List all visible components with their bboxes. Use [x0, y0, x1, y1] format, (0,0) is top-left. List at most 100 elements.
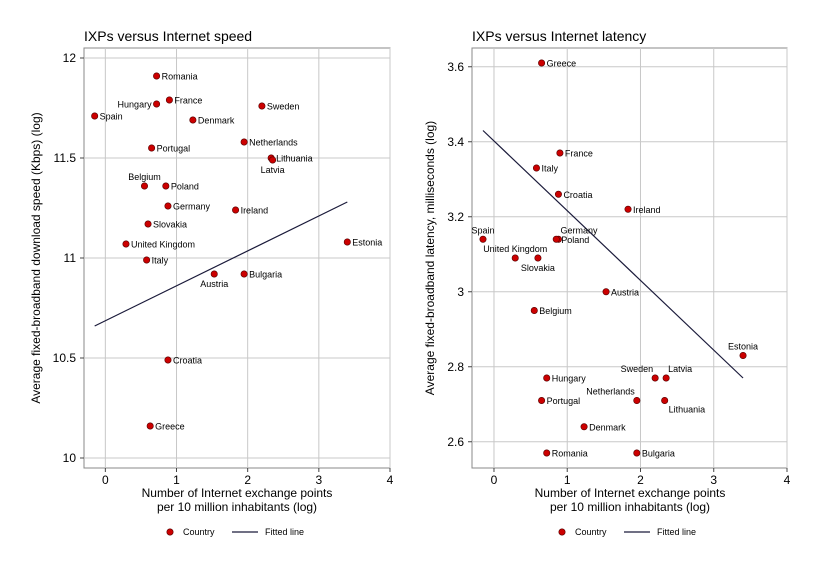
x-tick-label: 1	[173, 473, 180, 487]
fitted-line	[482, 130, 744, 379]
data-point	[240, 138, 248, 146]
data-point	[661, 396, 669, 404]
x-tick-label: 3	[710, 473, 717, 487]
data-points: Greece France Italy Croatia Ireland Spain Germ…	[471, 59, 758, 459]
data-point	[633, 396, 641, 404]
data-point	[602, 288, 610, 296]
data-point	[153, 72, 161, 80]
data-point	[633, 449, 641, 457]
point-label: Denmark	[198, 116, 235, 126]
point-label: France	[174, 96, 202, 106]
data-point	[240, 270, 248, 278]
data-point	[580, 423, 588, 431]
point-label: Netherlands	[249, 138, 298, 148]
x-axis-label-line-1: Number of Internet exchange points	[142, 486, 333, 500]
data-point	[164, 356, 172, 364]
data-point	[164, 202, 172, 210]
point-label: Lithuania	[669, 405, 706, 415]
data-point	[554, 190, 562, 198]
y-axis-label: Average fixed-broadband download speed (…	[29, 112, 43, 403]
data-point	[269, 156, 277, 164]
chart-title: IXPs versus Internet latency	[472, 28, 646, 44]
data-point	[552, 235, 560, 243]
y-tick-label: 12	[63, 51, 77, 65]
x-tick-label: 0	[102, 473, 109, 487]
x-tick-label: 4	[784, 473, 791, 487]
legend-marker-country	[166, 528, 174, 536]
data-point	[148, 144, 156, 152]
plot-area	[471, 47, 788, 469]
data-point	[210, 270, 218, 278]
data-point	[143, 256, 151, 264]
x-axis-label-line-2: per 10 million inhabitants (log)	[157, 500, 317, 514]
data-point	[532, 164, 540, 172]
data-point	[538, 59, 546, 67]
y-tick-label: 10.5	[53, 351, 77, 365]
legend-label-country: Country	[575, 527, 607, 537]
data-point	[162, 182, 170, 190]
legend: Country Fitted line	[166, 527, 304, 537]
y-tick-label: 3	[457, 285, 464, 299]
point-label: Croatia	[173, 356, 202, 366]
data-point	[91, 112, 99, 120]
point-label: Estonia	[352, 238, 382, 248]
x-tick-label: 0	[491, 473, 498, 487]
data-point	[543, 449, 551, 457]
chart-title: IXPs versus Internet speed	[84, 28, 252, 44]
point-label: Slovakia	[521, 263, 555, 273]
gridlines	[468, 48, 788, 472]
x-axis-label-line-1: Number of Internet exchange points	[535, 486, 726, 500]
data-point	[153, 100, 161, 108]
legend: Country Fitted line	[558, 527, 696, 537]
x-axis-label-line-2: per 10 million inhabitants (log)	[550, 500, 710, 514]
y-tick-label: 3.4	[447, 135, 464, 149]
point-label: Bulgaria	[249, 270, 282, 280]
point-label: Ireland	[241, 206, 269, 216]
point-label: Greece	[547, 59, 577, 69]
y-tick-label: 3.6	[447, 60, 464, 74]
data-point	[543, 374, 551, 382]
point-label: Germany	[173, 202, 211, 212]
data-point	[146, 422, 154, 430]
data-point	[530, 306, 538, 314]
point-label: Denmark	[589, 422, 626, 432]
point-label: Austria	[200, 279, 228, 289]
data-point	[534, 254, 542, 262]
y-tick-label: 10	[63, 451, 77, 465]
data-point	[511, 254, 519, 262]
point-label: Portugal	[547, 396, 581, 406]
x-tick-label: 1	[564, 473, 571, 487]
x-tick-label: 2	[637, 473, 644, 487]
y-axis-label: Average fixed-broadband latency, millise…	[423, 121, 437, 395]
fitted-line	[94, 201, 348, 327]
x-tick-label: 3	[315, 473, 322, 487]
data-point	[189, 116, 197, 124]
point-label: United Kingdom	[131, 240, 195, 250]
y-tick-label: 11.5	[54, 151, 77, 165]
data-points: Romania Hungary France Spain Denmark Sweden Ne…	[91, 72, 382, 432]
point-label: Spain	[100, 112, 123, 122]
point-label: Poland	[561, 235, 589, 245]
data-point	[479, 235, 487, 243]
data-point	[739, 351, 747, 359]
y-tick-label: 2.6	[447, 435, 464, 449]
legend-label-country: Country	[183, 527, 215, 537]
point-label: Lithuania	[276, 154, 313, 164]
point-label: Austria	[611, 287, 639, 297]
point-label: Bulgaria	[642, 449, 675, 459]
x-tick-label: 4	[387, 473, 394, 487]
data-point	[232, 206, 240, 214]
point-label: Latvia	[261, 165, 285, 175]
point-label: Croatia	[563, 190, 592, 200]
y-tick-label: 11	[64, 251, 77, 265]
point-label: Ireland	[633, 205, 661, 215]
data-point	[122, 240, 130, 248]
legend-label-fitted-line: Fitted line	[265, 527, 304, 537]
point-label: Portugal	[157, 144, 191, 154]
chart-panel-speed: IXPs versus Internet speed 0 1 2 3 41010.511…	[29, 28, 394, 537]
point-label: Belgium	[539, 306, 572, 316]
data-point	[556, 149, 564, 157]
y-tick-label: 3.2	[447, 210, 464, 224]
